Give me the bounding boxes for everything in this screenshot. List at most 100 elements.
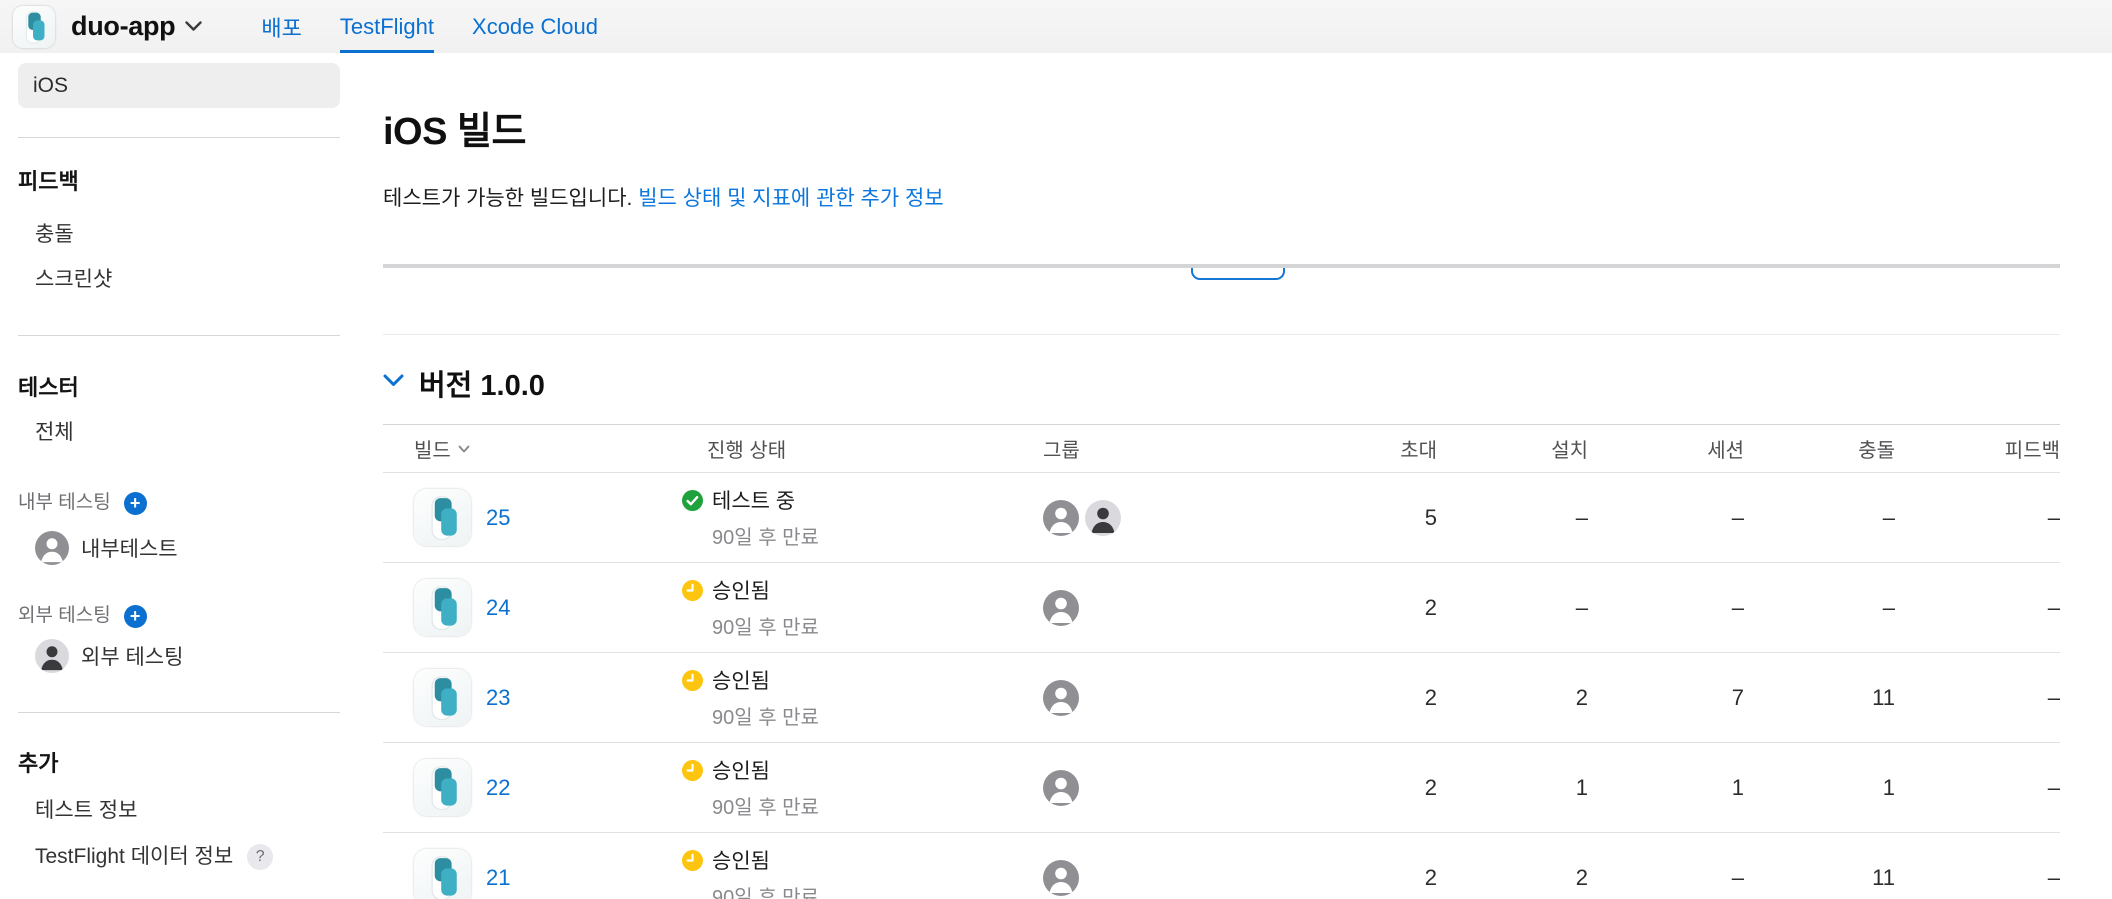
external-group-label: 외부 테스팅 [81,646,184,669]
status-approved-icon [682,579,703,601]
sidebar-item-testflight-data[interactable]: TestFlight 데이터 정보 ? [18,844,356,870]
build-number-link[interactable]: 23 [486,684,511,710]
column-header-crashes: 충돌 [1858,440,1895,462]
build-number-link[interactable]: 25 [486,504,511,530]
nav-link-testflight[interactable]: TestFlight [321,0,453,53]
installs-value: 2 [1575,864,1588,890]
invites-value: 2 [1424,864,1437,890]
status-label: 승인됨 [712,850,770,873]
invites-value: 5 [1424,504,1437,530]
table-row[interactable]: 23 승인됨 90일 후 만료 2 2 7 11 – [383,652,2060,742]
divider [18,712,340,713]
app-icon [414,489,471,546]
collapsed-panel-button[interactable] [1191,268,1285,280]
divider [18,137,340,138]
column-header-sessions: 세션 [1707,440,1744,462]
feedback-value: – [2047,684,2060,710]
installs-value: 2 [1575,684,1588,710]
groups-cell [1043,499,1287,536]
feedback-value: – [2047,864,2060,890]
column-header-build[interactable]: 빌드 [383,434,682,463]
sessions-value: 7 [1731,684,1744,710]
nav-link-xcode-cloud[interactable]: Xcode Cloud [472,13,598,39]
status-label: 승인됨 [712,670,770,693]
column-header-invites: 초대 [1400,440,1437,462]
sidebar-item-external-group[interactable]: 외부 테스팅 [18,639,356,673]
feedback-value: – [2047,504,2060,530]
sidebar-item-screenshots[interactable]: 스크린샷 [35,268,113,291]
build-cell: 23 [383,669,682,726]
group-avatar-icon [1043,589,1079,626]
add-internal-group-button[interactable]: + [123,491,147,515]
crashes-value: 11 [1872,864,1895,890]
build-number-link[interactable]: 24 [486,594,511,620]
sidebar-item-test-info[interactable]: 테스트 정보 [35,799,138,822]
status-label: 승인됨 [712,760,770,783]
group-avatar-icon [35,639,69,673]
nav-link-distribution[interactable]: 배포 [261,15,302,41]
crashes-value: 1 [1882,774,1895,800]
external-testing-label: 외부 테스팅 [18,605,111,626]
status-label: 테스트 중 [712,490,796,513]
status-testing-icon [682,489,703,511]
main-content: iOS 빌드 테스트가 가능한 빌드입니다. 빌드 상태 및 지표에 관한 추가… [383,53,2060,899]
expiry-label: 90일 후 만료 [712,887,819,899]
subtitle-text: 테스트가 가능한 빌드입니다. [383,187,633,210]
section-divider [383,264,2060,280]
column-header-installs: 설치 [1551,440,1588,462]
build-number-link[interactable]: 21 [486,864,511,890]
installs-value: 1 [1575,774,1588,800]
app-icon [13,5,55,48]
status-cell: 승인됨 90일 후 만료 [682,575,1043,640]
status-approved-icon [682,669,703,691]
table-row[interactable]: 25 테스트 중 90일 후 만료 5 – – – – [383,472,2060,562]
app-icon [414,579,471,636]
app-icon [414,759,471,816]
build-number-link[interactable]: 22 [486,774,511,800]
groups-cell [1043,679,1287,716]
add-external-group-button[interactable]: + [123,604,147,628]
sidebar-item-internal-group[interactable]: 내부테스트 [18,531,356,565]
sidebar-item-all-testers[interactable]: 전체 [35,421,74,444]
invites-value: 2 [1424,774,1437,800]
sidebar-item-ios[interactable]: iOS [18,63,340,108]
crashes-value: 11 [1872,684,1895,710]
divider [383,334,2060,335]
app-icon [414,669,471,726]
sessions-value: – [1731,864,1744,890]
status-cell: 승인됨 90일 후 만료 [682,665,1043,730]
app-icon [414,849,471,899]
installs-value: – [1575,594,1588,620]
build-cell: 25 [383,489,682,546]
sidebar-subheading-external-testing: 외부 테스팅 + [18,603,356,629]
feedback-value: – [2047,774,2060,800]
column-header-groups: 그룹 [1043,440,1080,462]
build-status-info-link[interactable]: 빌드 상태 및 지표에 관한 추가 정보 [638,187,944,210]
group-avatar-icon [1043,499,1079,536]
installs-value: – [1575,504,1588,530]
app-name[interactable]: duo-app [71,11,176,41]
invites-value: 2 [1424,594,1437,620]
top-nav: duo-app 배포 TestFlight Xcode Cloud [0,0,2112,53]
groups-cell [1043,859,1287,896]
sessions-value: – [1731,504,1744,530]
sidebar-heading-more: 추가 [18,751,59,776]
page-title: iOS 빌드 [383,111,526,153]
table-row[interactable]: 21 승인됨 90일 후 만료 2 2 – 11 – [383,832,2060,899]
internal-group-label: 내부테스트 [81,538,178,561]
version-section-header[interactable]: 버전 1.0.0 [383,362,2060,404]
sidebar-item-crashes[interactable]: 충돌 [35,223,74,246]
build-header-label: 빌드 [414,440,451,462]
group-avatar-icon [1085,499,1121,536]
crashes-value: – [1882,504,1895,530]
table-row[interactable]: 22 승인됨 90일 후 만료 2 1 1 1 – [383,742,2060,832]
divider [18,335,340,336]
help-icon[interactable]: ? [247,844,274,870]
sessions-value: 1 [1731,774,1744,800]
status-label: 승인됨 [712,580,770,603]
table-row[interactable]: 24 승인됨 90일 후 만료 2 – – – – [383,562,2060,652]
chevron-down-icon[interactable] [185,21,203,32]
chevron-down-icon [383,374,404,392]
sessions-value: – [1731,594,1744,620]
